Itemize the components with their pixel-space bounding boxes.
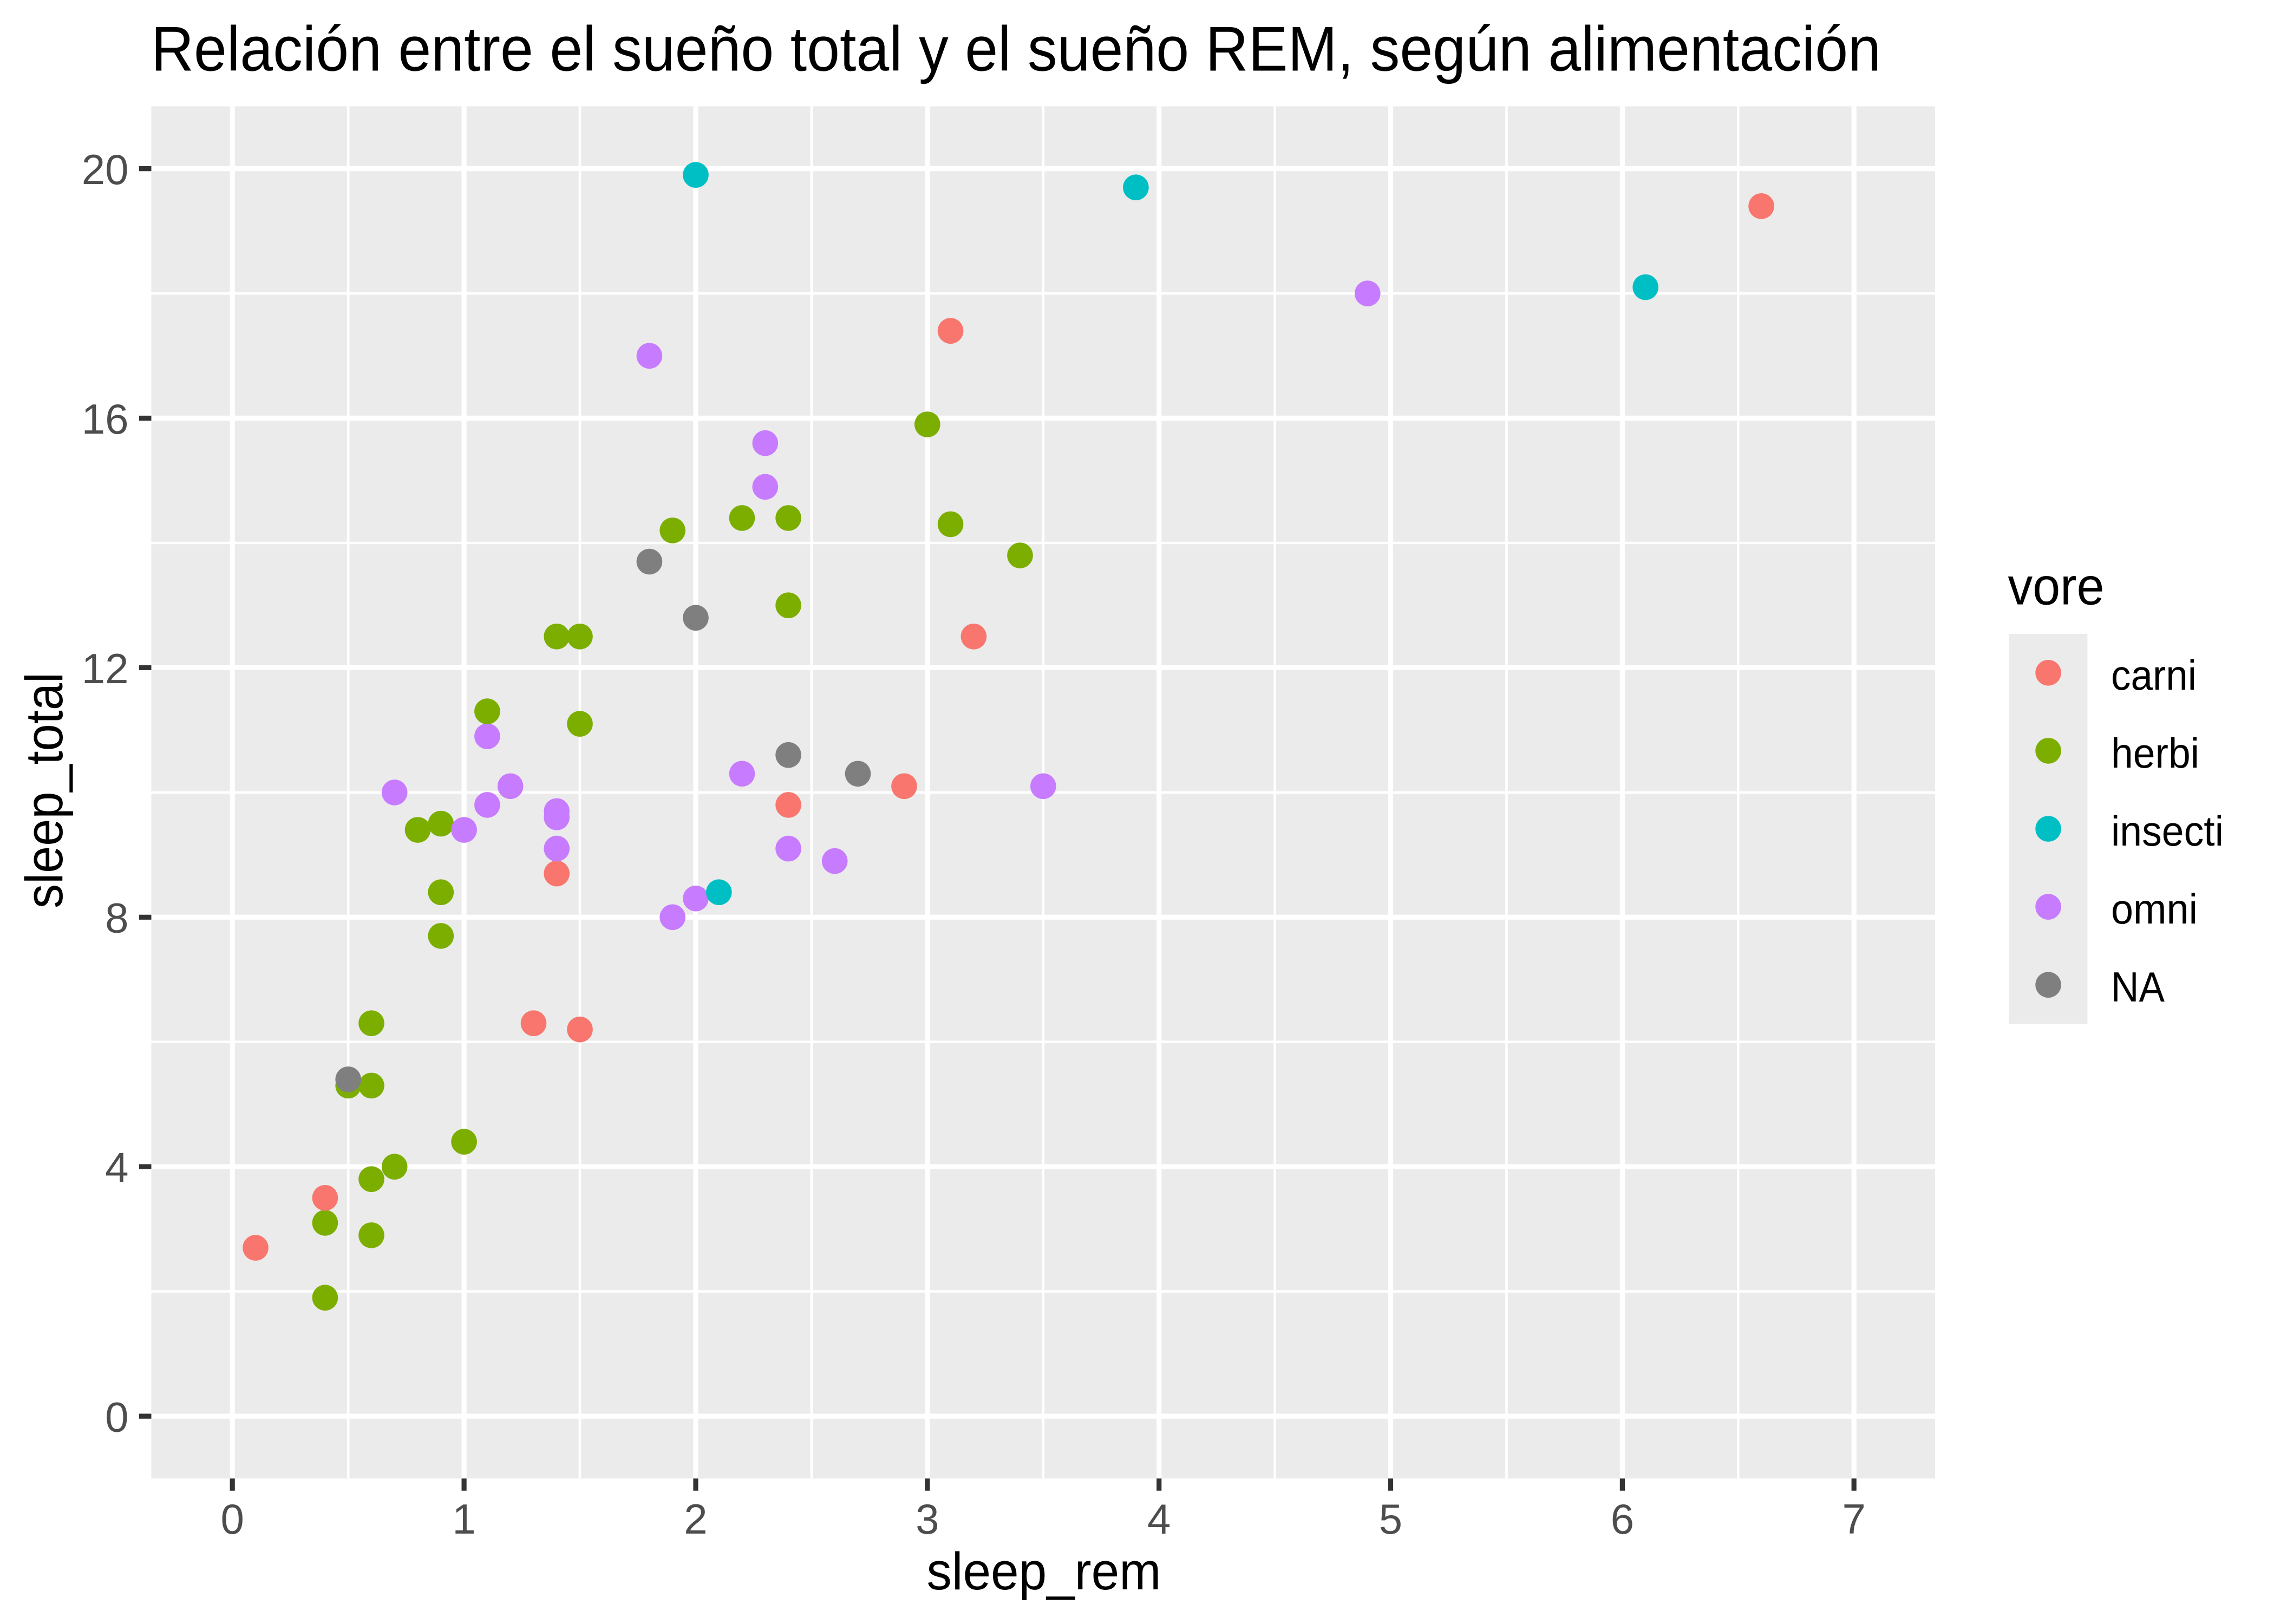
svg-text:16: 16 xyxy=(82,395,129,443)
svg-text:0: 0 xyxy=(221,1495,244,1543)
svg-text:insecti: insecti xyxy=(2111,807,2224,855)
svg-text:NA: NA xyxy=(2111,963,2165,1011)
svg-text:sleep_total: sleep_total xyxy=(15,672,74,908)
svg-text:3: 3 xyxy=(916,1495,939,1543)
svg-text:12: 12 xyxy=(82,645,129,692)
svg-text:carni: carni xyxy=(2111,651,2197,699)
svg-text:6: 6 xyxy=(1611,1495,1634,1543)
svg-text:5: 5 xyxy=(1379,1495,1402,1543)
svg-text:omni: omni xyxy=(2111,885,2198,933)
svg-text:4: 4 xyxy=(105,1144,128,1191)
svg-text:2: 2 xyxy=(684,1495,707,1543)
svg-text:20: 20 xyxy=(82,146,129,193)
svg-text:sleep_rem: sleep_rem xyxy=(927,1542,1161,1601)
svg-text:Relación entre el sueño total: Relación entre el sueño total y el sueño… xyxy=(151,14,1881,84)
svg-text:1: 1 xyxy=(452,1495,475,1543)
svg-text:0: 0 xyxy=(105,1393,128,1441)
svg-text:herbi: herbi xyxy=(2111,729,2199,777)
svg-text:vore: vore xyxy=(2008,556,2105,615)
svg-text:7: 7 xyxy=(1842,1495,1866,1543)
svg-text:4: 4 xyxy=(1147,1495,1171,1543)
svg-text:8: 8 xyxy=(105,894,128,942)
